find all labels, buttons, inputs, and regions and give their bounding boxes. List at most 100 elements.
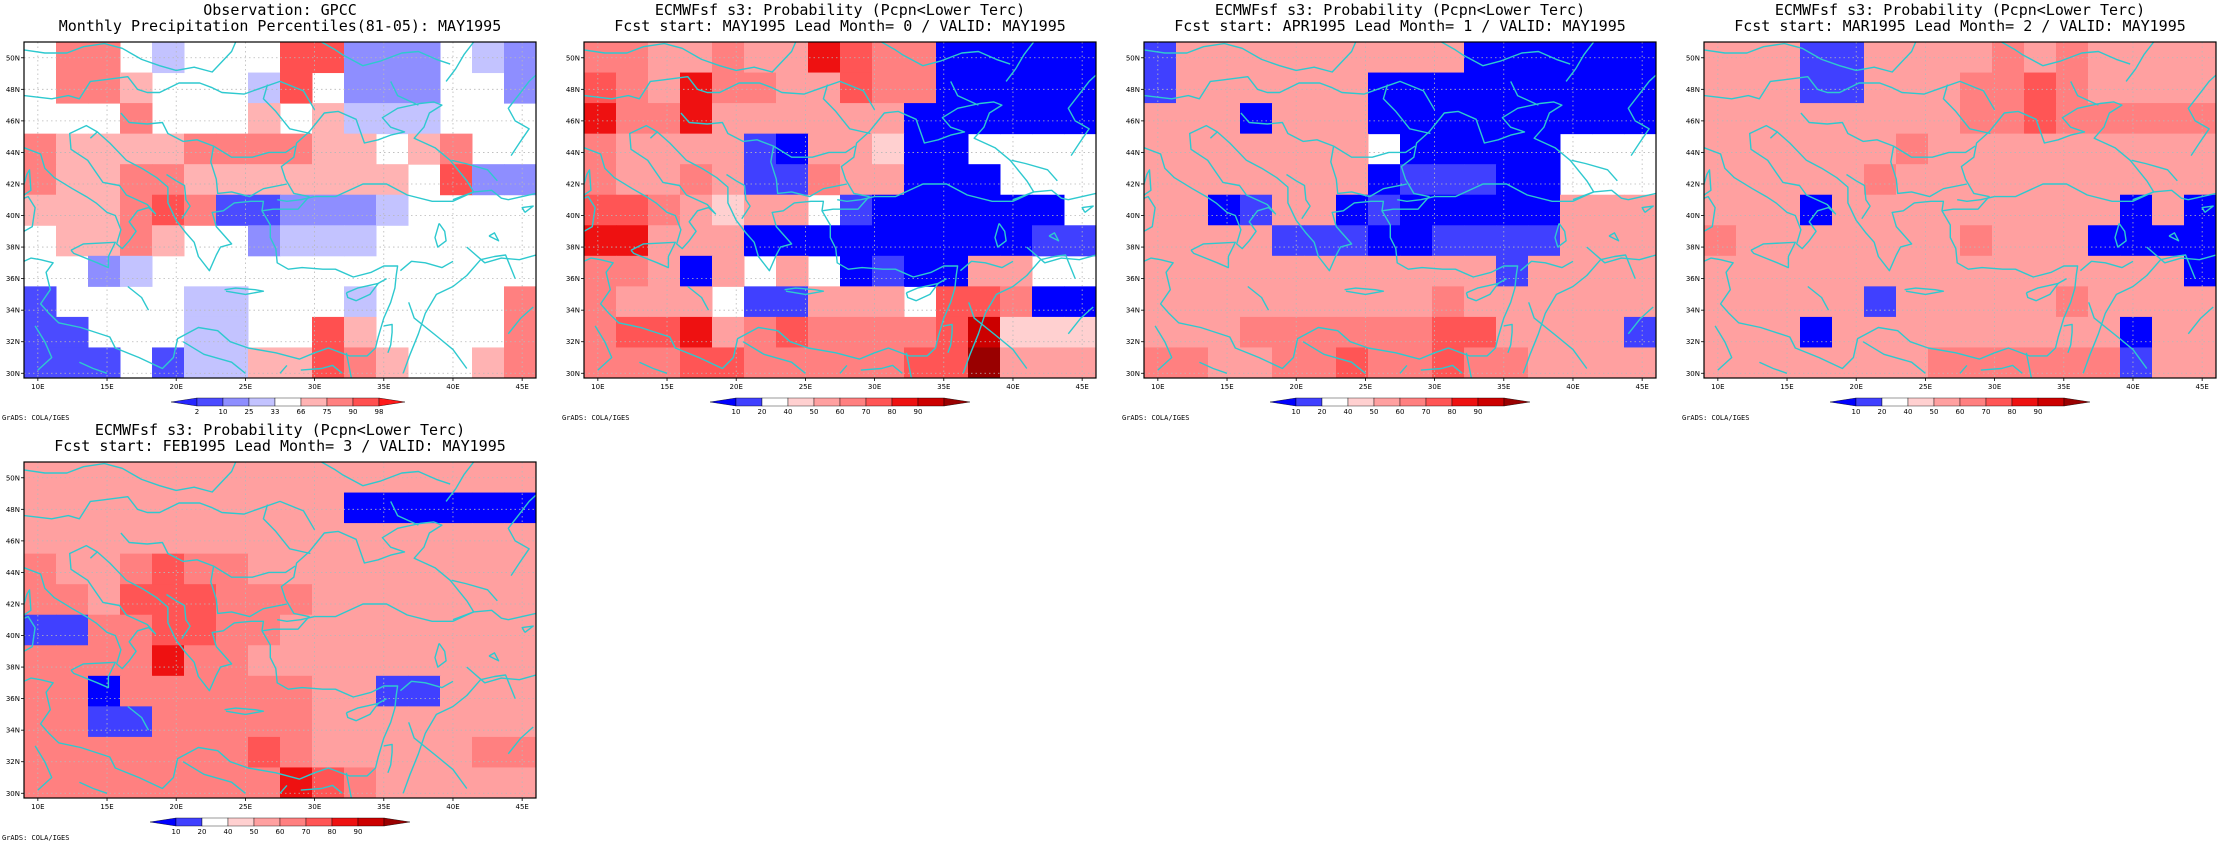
coastline (2132, 189, 2216, 201)
grid-cell (88, 767, 121, 799)
grid-cell (312, 316, 345, 348)
coastline (1497, 277, 1507, 285)
colorbar-label: 66 (297, 408, 306, 416)
grid-cell (936, 194, 969, 226)
grid-cell (2120, 286, 2153, 318)
grid-cell (312, 614, 345, 646)
colorbar-label: 10 (1852, 408, 1861, 416)
grid-cell (2024, 103, 2057, 135)
coastline (521, 205, 534, 213)
grid-cell (1992, 316, 2025, 348)
grid-cell (1736, 103, 1769, 135)
grid-cell (312, 492, 345, 524)
lon-label: 25E (239, 803, 252, 811)
grid-cell (248, 225, 281, 257)
lat-label: 30N (566, 370, 580, 378)
grid-cell (840, 347, 873, 379)
grid-cell (1304, 72, 1337, 104)
lat-label: 46N (1686, 117, 1700, 125)
coastline (402, 254, 516, 374)
grid-cell (408, 767, 441, 799)
grid-cell (1400, 347, 1433, 379)
grid-cell (184, 164, 217, 196)
grid-cell (1032, 347, 1065, 379)
lon-label: 40E (1566, 383, 1579, 391)
lat-label: 48N (6, 86, 20, 94)
grid-cell (248, 523, 281, 555)
colorbar-segment (1503, 397, 1531, 407)
grid-cell (776, 164, 809, 196)
colorbar-segment (2063, 397, 2091, 407)
coastline (279, 364, 288, 374)
coastline (224, 287, 265, 296)
grid-cell (440, 584, 473, 616)
grid-cell (808, 42, 841, 74)
lat-label: 34N (1126, 307, 1140, 315)
grid-cell (1400, 133, 1433, 165)
grid-cell (1464, 194, 1497, 226)
grid-cell (344, 614, 377, 646)
grid-cell (712, 225, 745, 257)
coastline (402, 674, 516, 794)
grid-cell (248, 72, 281, 104)
coastline (2131, 159, 2178, 182)
grads-credit: GrADS: COLA/IGES (562, 414, 630, 422)
grid-cell (216, 706, 249, 738)
grid-cell (216, 133, 249, 165)
grid-cell (1272, 103, 1305, 135)
grid-cell (1032, 194, 1065, 226)
lon-label: 20E (1850, 383, 1863, 391)
grid-cell (1960, 194, 1993, 226)
colorbar-segment (305, 817, 333, 827)
grid-cell (1368, 164, 1401, 196)
grid-cell (712, 316, 745, 348)
lat-label: 38N (6, 664, 20, 672)
coastline (726, 173, 751, 220)
coastline (1704, 75, 1996, 111)
grid-cell (1768, 316, 1801, 348)
grid-cell (1928, 133, 1961, 165)
shaded-cells (24, 462, 537, 799)
grid-cell (88, 347, 121, 379)
lon-label: 30E (1988, 383, 2001, 391)
grid-cell (440, 523, 473, 555)
grid-cell (1032, 225, 1065, 257)
grid-cell (1896, 255, 1929, 287)
grid-cell (56, 523, 89, 555)
grid-cell (2120, 103, 2153, 135)
grid-cell (1400, 286, 1433, 318)
coastlines (584, 42, 1096, 378)
grid-cell (1144, 316, 1177, 348)
grid-cell (808, 133, 841, 165)
colorbar-label: 80 (328, 828, 337, 836)
panel-title-line1: ECMWFsf s3: Probability (Pcpn<Lower Terc… (654, 1, 1026, 19)
grid-cell (1832, 133, 1865, 165)
grid-cell (776, 194, 809, 226)
coastline (79, 361, 108, 374)
coastline (321, 42, 451, 67)
coastline (24, 101, 475, 272)
lon-label: 45E (1075, 383, 1088, 391)
grid-cell (24, 316, 57, 348)
grid-cell (1400, 255, 1433, 287)
grid-cell (216, 675, 249, 707)
grid-cell (1240, 164, 1273, 196)
grid-cell (216, 194, 249, 226)
grid-cell (504, 286, 537, 318)
grid-cell (680, 133, 713, 165)
grid-cell (1368, 103, 1401, 135)
grid-cell (616, 103, 649, 135)
grid-cell (344, 133, 377, 165)
grid-cell (1864, 164, 1897, 196)
coastline (905, 352, 913, 378)
grid-cell (840, 194, 873, 226)
colorbar-label: 50 (1370, 408, 1379, 416)
grid-cell (184, 492, 217, 524)
grid-cell (1800, 225, 1833, 257)
grid-cell (968, 72, 1001, 104)
coastline (742, 341, 806, 374)
coastline (24, 615, 36, 652)
grid-cell (1208, 72, 1241, 104)
grid-cell (1432, 164, 1465, 196)
map-frame (583, 41, 1097, 379)
